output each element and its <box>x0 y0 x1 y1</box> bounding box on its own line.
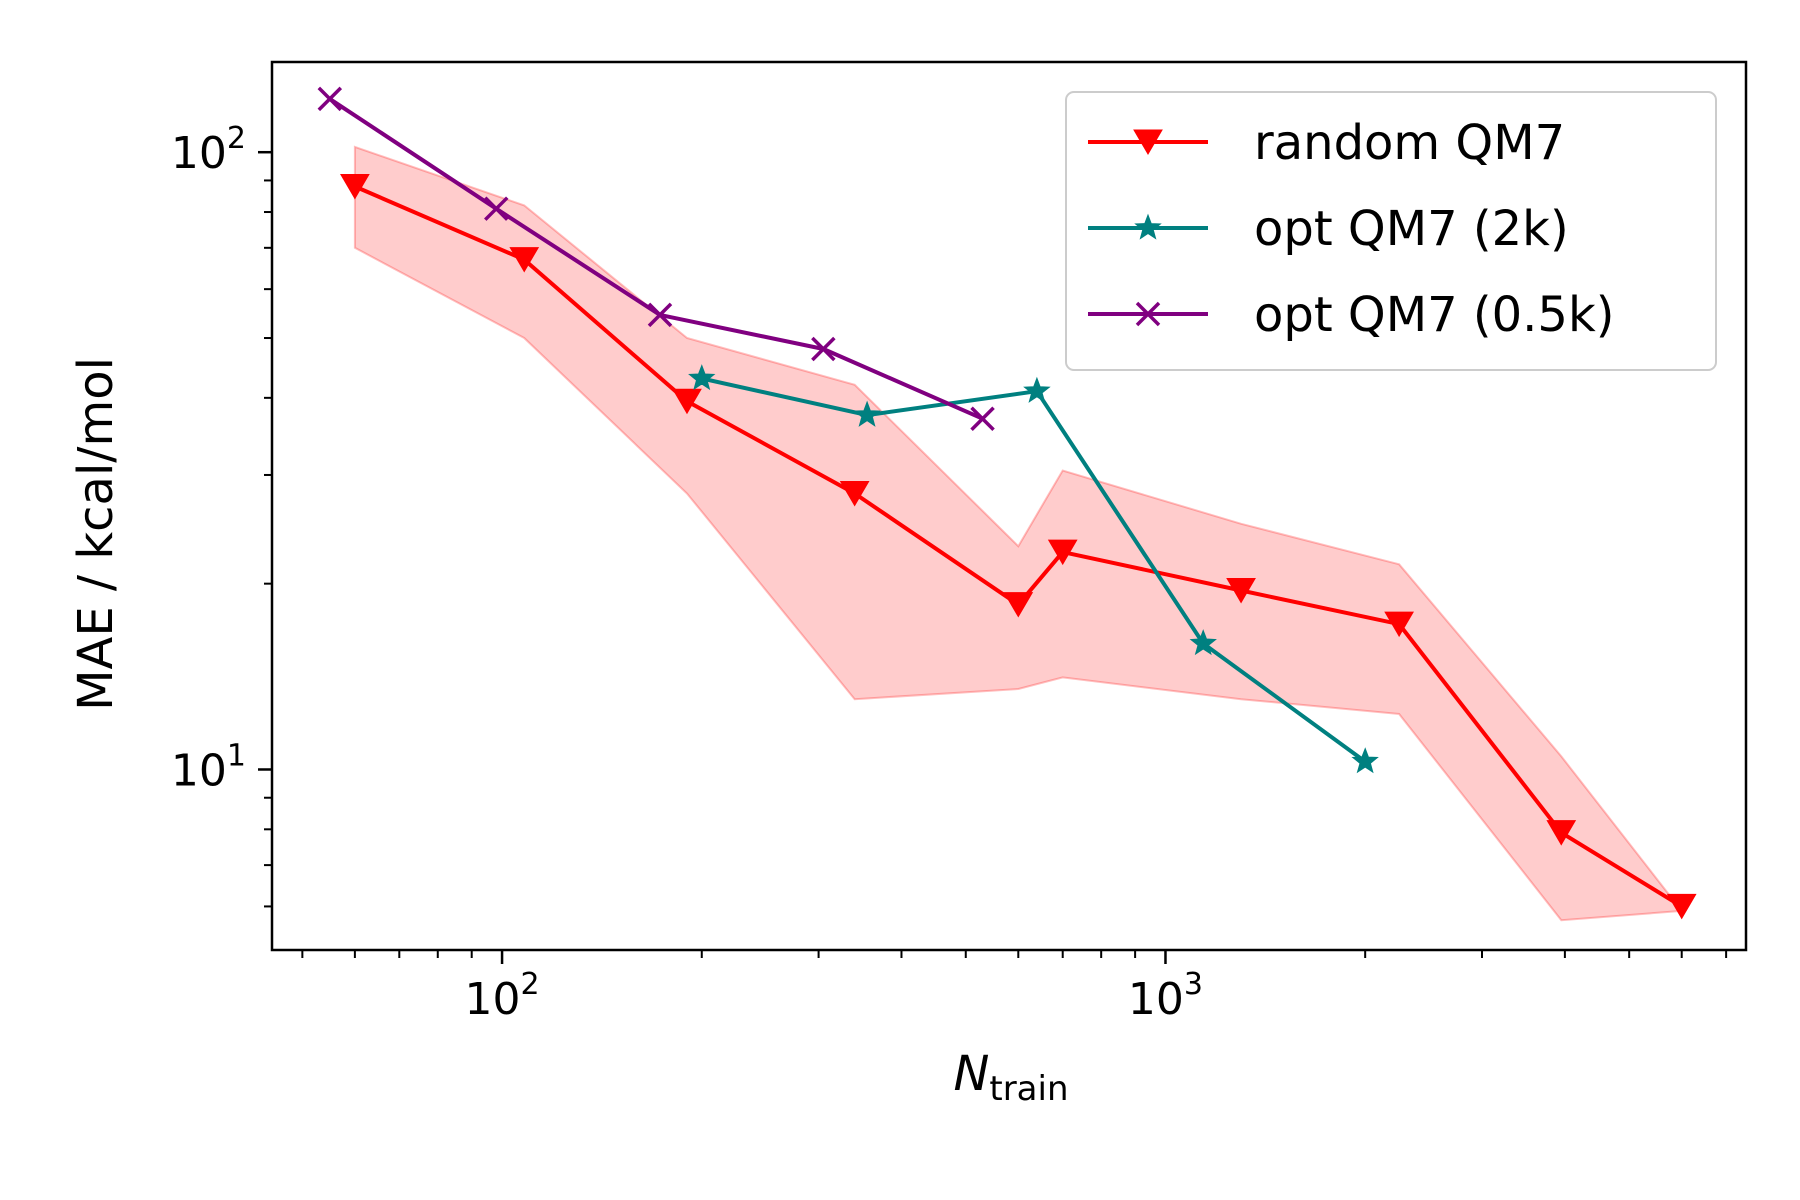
data-point-opt-qm7-0-5k <box>317 86 343 112</box>
data-point-random-qm7 <box>1666 893 1697 920</box>
data-point-random-qm7 <box>509 247 540 273</box>
data-point-opt-qm7-0-5k <box>811 336 836 362</box>
plot-frame <box>270 60 1748 952</box>
legend-marker-opt-qm7-0-5k <box>1135 301 1161 327</box>
series-line-random-qm7 <box>354 184 1683 909</box>
data-point-random-qm7 <box>1047 539 1078 566</box>
data-point-random-qm7 <box>1226 577 1256 604</box>
data-point-random-qm7 <box>839 480 870 507</box>
marker-layer <box>317 86 1697 920</box>
data-point-random-qm7 <box>1384 611 1414 638</box>
data-point-opt-qm7-2k <box>1189 629 1217 656</box>
y-axis-label: MAE / kcal/mol <box>68 357 124 711</box>
data-point-random-qm7 <box>1003 592 1034 618</box>
data-point-opt-qm7-2k <box>853 400 881 427</box>
axes-layer <box>258 60 1748 964</box>
legend-marker-random-qm7 <box>1133 129 1163 155</box>
legend-label-opt-qm7-0-5k: opt QM7 (0.5k) <box>1254 287 1615 343</box>
data-point-opt-qm7-2k <box>1351 747 1379 774</box>
legend-box <box>1065 91 1717 371</box>
data-point-opt-qm7-2k <box>688 364 716 391</box>
x-axis-label: Ntrain <box>953 1046 1068 1109</box>
legend-label-opt-qm7-2k: opt QM7 (2k) <box>1254 201 1569 257</box>
y-tick-label: 101 <box>171 738 246 796</box>
x-tick-label: 102 <box>465 967 540 1025</box>
data-point-opt-qm7-0-5k <box>647 302 673 328</box>
legend-label-random-qm7: random QM7 <box>1254 115 1565 171</box>
data-point-random-qm7 <box>340 173 370 200</box>
legend: random QM7 opt QM7 (2k) opt QM7 (0.5k) <box>1065 91 1717 371</box>
y-tick-label: 102 <box>171 121 246 179</box>
legend-marker-opt-qm7-2k <box>1134 213 1162 240</box>
data-point-random-qm7 <box>1546 820 1577 846</box>
x-tick-label: 103 <box>1128 967 1203 1025</box>
data-point-opt-qm7-0-5k <box>970 406 995 431</box>
axis-labels-layer: 102 103 101 102 Ntrain MAE / kcal/mol <box>68 121 1203 1109</box>
data-point-opt-qm7-0-5k <box>484 196 509 221</box>
data-point-opt-qm7-2k <box>1023 376 1051 403</box>
data-point-random-qm7 <box>672 388 702 415</box>
